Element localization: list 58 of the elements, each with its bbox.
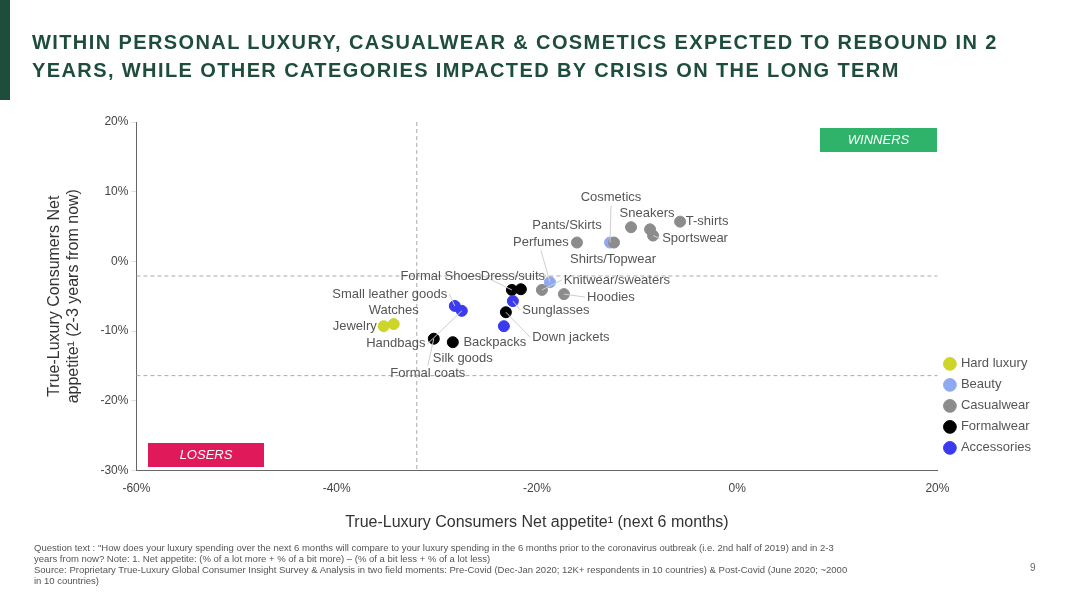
annotation: Backpacks [463, 333, 527, 349]
y-tick-label: -10% [100, 323, 129, 338]
point [608, 236, 621, 249]
annotation: Cosmetics [580, 189, 642, 205]
x-axis-title: True-Luxury Consumers Net appetite¹ (next 6 months) [345, 512, 729, 530]
point [570, 236, 583, 249]
annotation: Shirts/Topwear [570, 251, 657, 267]
point [446, 336, 459, 349]
annotation: Sneakers [619, 204, 675, 220]
annotation: Small leather goods [332, 285, 448, 301]
annotation: Perfumes [513, 233, 570, 249]
y-tick-label: -30% [100, 462, 129, 477]
annotation: Down jackets [532, 328, 611, 344]
annotation: Sportswear [662, 230, 729, 246]
quadrant-tag: WINNERS [820, 128, 937, 152]
point [497, 320, 510, 333]
point [625, 221, 638, 234]
y-tick-label: 20% [104, 114, 129, 129]
annotation: T-shirts [685, 213, 729, 229]
x-tick-label: 20% [925, 480, 950, 495]
annotation: Formal coats [390, 365, 466, 381]
text: Question text : "How does your luxury spending over the next 6 months will compare to your luxury spending in the 6 months prior to the coronavirus outbreak (i.e. 2nd half of 2019) and in 2-3 years from now? Note: 1. Net appetite: (% of a lot more + % of a bit more) – (% of a bit less + % of a lot less) [34, 542, 835, 564]
x-tick-label: -20% [522, 480, 552, 495]
legend-label: Formalwear [960, 418, 1031, 434]
annotation: Knitwear/sweaters [563, 271, 671, 287]
point [644, 223, 657, 236]
annotation: Sunglasses [522, 301, 590, 317]
legend-label: Beauty [960, 376, 1002, 392]
legend-label: Casualwear [960, 397, 1031, 413]
x-tick-label: -40% [322, 480, 351, 495]
point [387, 318, 400, 331]
y-axis-title: True-Luxury Consumers Net appetite¹ (2-3 years from now) [45, 189, 82, 404]
y-tick-label: 0% [111, 253, 129, 268]
annotation: Silk goods [432, 349, 494, 365]
quadrant-tag: LOSERS [148, 443, 264, 467]
chart-title: WITHIN PERSONAL LUXURY, CASUALWEAR & COSMETICS EXPECTED TO REBOUND IN 2 YEARS, WHILE OTHER CATEGORIES IMPACTED BY CRISIS ON THE LONG TERM [32, 30, 999, 83]
point [499, 306, 512, 319]
annotation: Hoodies [587, 288, 636, 304]
annotation: Jewelry [332, 317, 378, 333]
point [506, 295, 519, 308]
legend-label: Accessories [960, 439, 1032, 455]
y-tick-label: -20% [100, 393, 129, 408]
annotation: Pants/Skirts [532, 217, 603, 233]
annotation: Watches [368, 301, 420, 317]
point [557, 288, 570, 301]
point [377, 320, 390, 333]
point [674, 215, 687, 228]
legend-label: Hard luxury [960, 355, 1028, 371]
x-tick-label: -60% [122, 480, 151, 495]
annotation: Dress/suits [480, 267, 546, 283]
point [455, 304, 468, 317]
text: 9 [1030, 562, 1036, 573]
point [535, 283, 548, 296]
x-tick-label: 0% [728, 480, 747, 495]
y-tick-label: 10% [104, 183, 129, 198]
annotation: Formal Shoes [400, 267, 482, 283]
source-note: Source: Proprietary True-Luxury Global Consumer Insight Survey & Analysis in two field moments: Pre-Covid (Dec-Jan 2020; 12K+ respondents in 10 countries) & Post-Covid (June 2020; ~2000 in 10 countries) [34, 564, 849, 586]
annotation: Handbags [366, 335, 426, 351]
